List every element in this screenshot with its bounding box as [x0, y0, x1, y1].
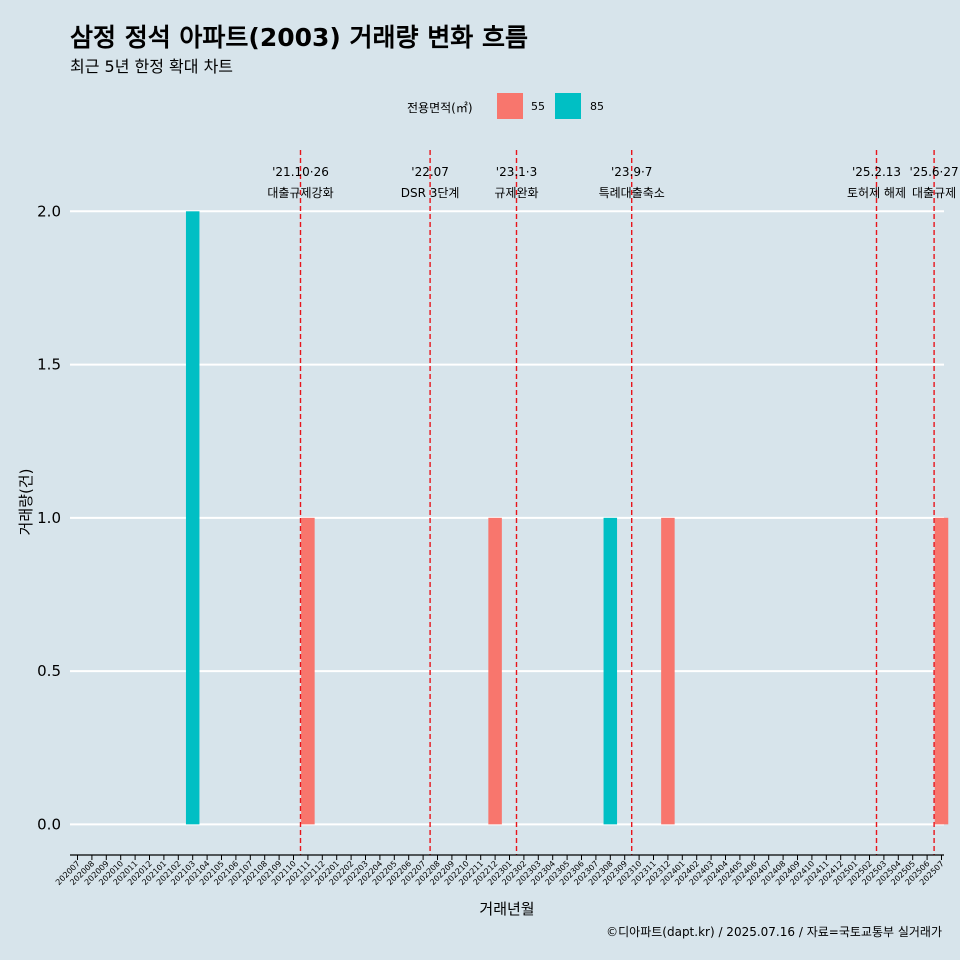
bar-85-202103: [185, 211, 200, 825]
chart-title: 삼정 정석 아파트(2003) 거래량 변화 흐름: [70, 23, 528, 52]
legend: 전용면적(㎡) 55 85: [0, 92, 960, 122]
y-tick-label-2: 1.0: [37, 509, 61, 527]
event-text-label-5: 대출규제: [912, 186, 956, 200]
event-text-label-0: 대출규제강화: [267, 186, 333, 200]
legend-title: 전용면적(㎡): [407, 101, 473, 115]
legend-swatch-55: [497, 93, 523, 119]
event-text-label-4: 토허제 해제: [847, 186, 906, 200]
y-tick-label-0: 0.0: [37, 815, 61, 833]
y-tick-label-3: 1.5: [37, 356, 61, 374]
bar-55-202312: [661, 517, 675, 825]
source-caption: ©디아파트(dapt.kr) / 2025.07.16 / 자료=국토교통부 실…: [606, 925, 942, 939]
y-tick-label-4: 2.0: [37, 202, 61, 220]
event-date-label-2: '23.1·3: [496, 165, 537, 179]
event-date-label-4: '25.2.13: [852, 165, 901, 179]
y-axis-title: 거래량(건): [17, 469, 35, 536]
bar-55-202212: [488, 517, 502, 825]
x-axis-title: 거래년월: [479, 900, 534, 918]
bar-55-202507: [934, 517, 949, 825]
y-tick-label-1: 0.5: [37, 662, 61, 680]
event-date-label-0: '21.10·26: [272, 165, 329, 179]
legend-swatch-85: [555, 93, 581, 119]
bar-55-202111: [301, 517, 315, 825]
event-date-label-3: '23.9·7: [611, 165, 652, 179]
bar-85-202308: [603, 517, 618, 825]
legend-label-55: 55: [531, 100, 545, 113]
event-date-label-1: '22.07: [411, 165, 449, 179]
event-text-label-3: 특례대출축소: [599, 186, 665, 200]
event-text-label-1: DSR 3단계: [401, 186, 460, 200]
legend-label-85: 85: [590, 100, 604, 113]
event-text-label-2: 규제완화: [494, 186, 538, 200]
event-date-label-5: '25.6·27: [910, 165, 959, 179]
chart-subtitle: 최근 5년 한정 확대 차트: [70, 57, 234, 76]
